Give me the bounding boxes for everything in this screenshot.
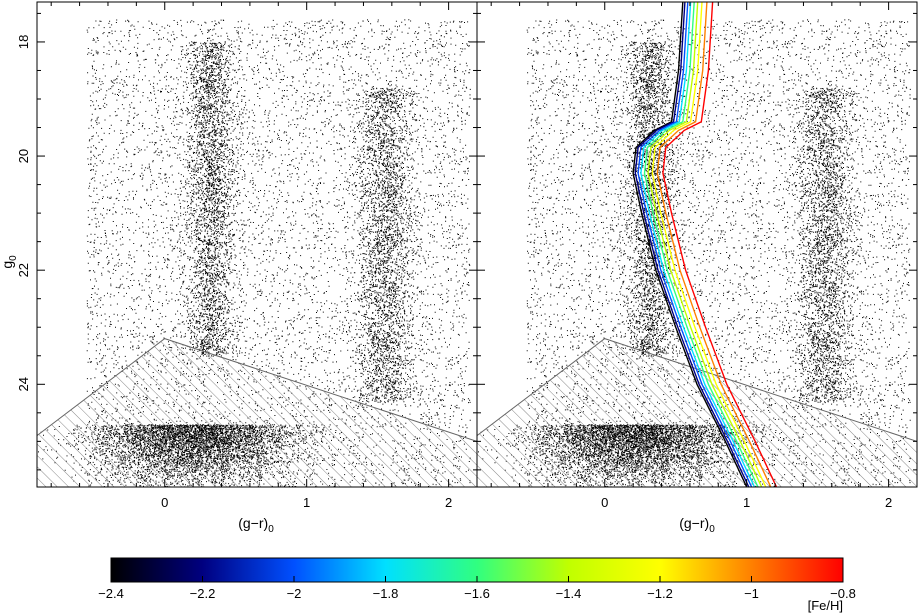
y-tick-label: 24 bbox=[16, 377, 31, 391]
right-axis-ticks bbox=[477, 2, 918, 487]
x-tick-label: 1 bbox=[743, 495, 750, 510]
y-tick-label: 18 bbox=[16, 35, 31, 49]
colorbar-tick-label: −2 bbox=[287, 586, 302, 601]
y-tick-label: 20 bbox=[16, 149, 31, 163]
isochrone-line bbox=[656, 2, 772, 487]
isochrone-line bbox=[637, 2, 753, 487]
left-hatched-region bbox=[37, 338, 477, 487]
x-tick-label: 2 bbox=[445, 495, 452, 510]
isochrone-line bbox=[640, 2, 756, 487]
x-tick-label: 0 bbox=[601, 495, 608, 510]
right-frame bbox=[476, 1, 918, 488]
x-tick-label: 0 bbox=[161, 495, 168, 510]
isochrone-line bbox=[632, 2, 748, 487]
isochrone-line bbox=[651, 2, 767, 487]
x-tick-label: 2 bbox=[885, 495, 892, 510]
colorbar-tick-label: −1.6 bbox=[464, 586, 490, 601]
right-panel bbox=[476, 1, 918, 488]
left-axis-ticks bbox=[37, 2, 478, 487]
isochrone-line bbox=[643, 2, 759, 487]
tick-labels: 0 1 2 18 20 22 24 0 1 2 bbox=[16, 35, 892, 510]
left-panel bbox=[36, 1, 478, 488]
isochrone-line bbox=[634, 2, 750, 487]
right-x-axis-label: (g−r)0 bbox=[679, 515, 715, 535]
colorbar-tick-label: −2.4 bbox=[98, 586, 124, 601]
colorbar: −2.4 −2.2 −2 −1.8 −1.6 −1.4 −1.2 −1 −0.8 [Fe/H] bbox=[98, 557, 856, 613]
colorbar-tick-label: −1.4 bbox=[556, 586, 582, 601]
colorbar-tick-label: −1 bbox=[744, 586, 759, 601]
isochrone-lines bbox=[632, 2, 778, 487]
right-hatched-region bbox=[477, 338, 917, 487]
y-tick-label: 22 bbox=[16, 263, 31, 277]
colorbar-tick-label: −2.2 bbox=[190, 586, 216, 601]
isochrone-line bbox=[662, 2, 778, 487]
colorbar-tick-label: −1.8 bbox=[373, 586, 399, 601]
left-x-axis-label: (g−r)0 bbox=[238, 515, 274, 535]
colorbar-tick-label: −1.2 bbox=[647, 586, 673, 601]
colorbar-ticks: −2.4 −2.2 −2 −1.8 −1.6 −1.4 −1.2 −1 −0.8 bbox=[98, 576, 856, 601]
colorbar-tick-label: −0.8 bbox=[830, 586, 856, 601]
colorbar-label: [Fe/H] bbox=[808, 598, 843, 613]
x-tick-label: 1 bbox=[303, 495, 310, 510]
isochrone-line bbox=[647, 2, 763, 487]
y-axis-label: g0 bbox=[0, 255, 19, 269]
